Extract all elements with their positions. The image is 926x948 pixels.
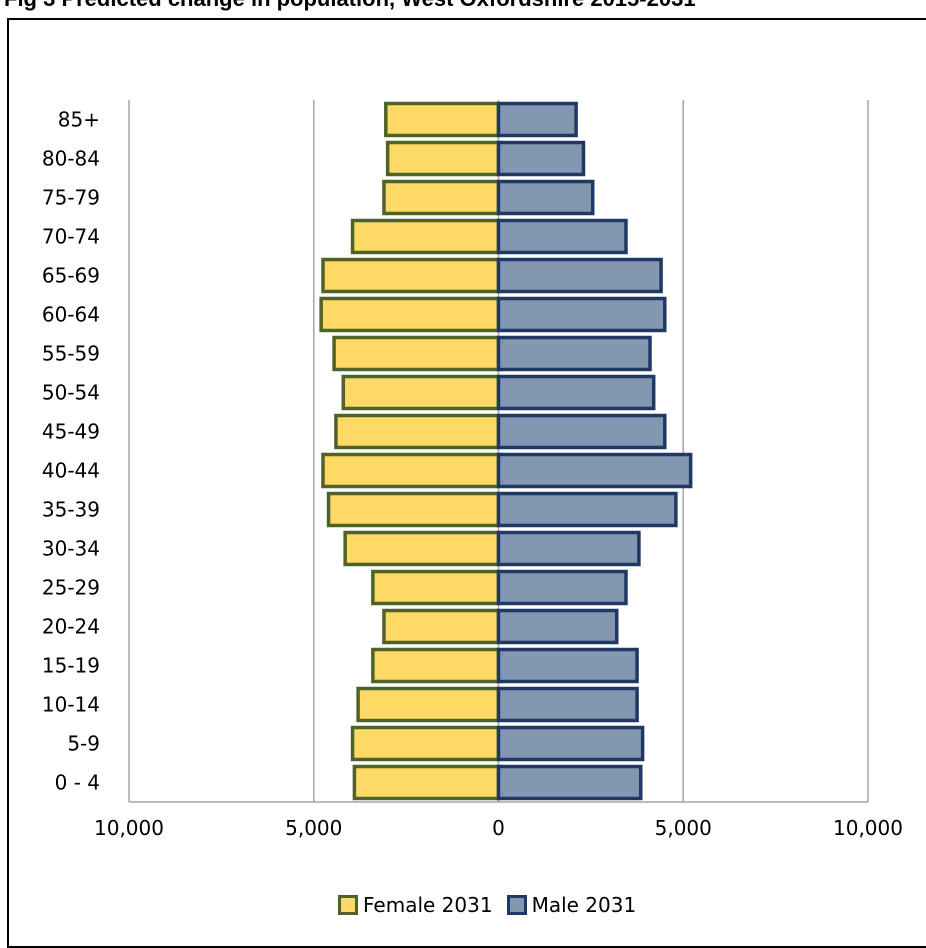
- x-tick-label-3: 5,000: [655, 816, 712, 840]
- y-tick-label-50-54: 50-54: [42, 381, 100, 405]
- bar-male-20-24: [496, 608, 619, 645]
- bar-male-80-84: [496, 140, 586, 177]
- y-tick-label-85+: 85+: [58, 108, 100, 132]
- legend-item-female: Female 2031: [338, 893, 493, 917]
- bar-male-45-49: [496, 413, 667, 450]
- y-tick-label-15-19: 15-19: [42, 654, 100, 678]
- x-tick-label-2: 0: [492, 816, 505, 840]
- legend-label-male: Male 2031: [531, 893, 637, 917]
- x-tick-label-4: 10,000: [833, 816, 903, 840]
- bar-female-30-34: [343, 530, 501, 567]
- bar-male-75-79: [496, 179, 595, 216]
- y-tick-label-35-39: 35-39: [42, 498, 100, 522]
- x-tick-label-1: 5,000: [285, 816, 342, 840]
- y-tick-label-10-14: 10-14: [42, 693, 100, 717]
- legend-label-female: Female 2031: [363, 893, 493, 917]
- bar-female-60-64: [319, 296, 501, 333]
- bar-female-85+: [384, 101, 501, 138]
- bar-female-0-4: [352, 764, 501, 801]
- y-tick-label-60-64: 60-64: [42, 303, 100, 327]
- bar-female-15-19: [371, 647, 501, 684]
- x-tick-label-0: 10,000: [94, 816, 164, 840]
- y-tick-label-5-9: 5-9: [67, 732, 100, 756]
- bar-male-35-39: [496, 491, 678, 528]
- bar-female-50-54: [341, 374, 501, 411]
- legend-swatch-male: [506, 895, 527, 915]
- bar-male-50-54: [496, 374, 656, 411]
- bar-male-0-4: [496, 764, 643, 801]
- bar-male-85+: [496, 101, 578, 138]
- bar-female-20-24: [382, 608, 501, 645]
- bar-male-65-69: [496, 257, 663, 294]
- bar-male-30-34: [496, 530, 641, 567]
- bar-female-70-74: [350, 218, 501, 255]
- y-tick-label-25-29: 25-29: [42, 576, 100, 600]
- y-tick-label-30-34: 30-34: [42, 537, 100, 561]
- bar-male-5-9: [496, 725, 645, 762]
- bar-female-35-39: [326, 491, 501, 528]
- bar-female-10-14: [356, 686, 501, 723]
- bar-male-15-19: [496, 647, 639, 684]
- chart-legend: Female 2031 Male 2031: [338, 893, 650, 917]
- y-tick-label-80-84: 80-84: [42, 147, 100, 171]
- bar-female-55-59: [332, 335, 501, 372]
- y-tick-label-70-74: 70-74: [42, 225, 100, 249]
- y-tick-label-0-4: 0 - 4: [55, 771, 100, 795]
- bar-male-60-64: [496, 296, 667, 333]
- bar-female-65-69: [321, 257, 501, 294]
- bar-male-10-14: [496, 686, 639, 723]
- bar-female-5-9: [350, 725, 501, 762]
- legend-swatch-female: [338, 895, 358, 915]
- y-tick-label-20-24: 20-24: [42, 615, 100, 639]
- y-tick-label-65-69: 65-69: [42, 264, 100, 288]
- bar-female-40-44: [321, 452, 501, 489]
- bar-female-45-49: [334, 413, 501, 450]
- legend-item-male: Male 2031: [506, 893, 637, 917]
- bar-female-80-84: [385, 140, 501, 177]
- y-tick-label-45-49: 45-49: [42, 420, 100, 444]
- y-tick-label-55-59: 55-59: [42, 342, 100, 366]
- bar-female-25-29: [371, 569, 501, 606]
- chart-title: Fig 3 Predicted change in population, We…: [4, 0, 696, 12]
- bar-female-75-79: [382, 179, 501, 216]
- y-tick-label-75-79: 75-79: [42, 186, 100, 210]
- y-tick-label-40-44: 40-44: [42, 459, 100, 483]
- bar-male-40-44: [496, 452, 693, 489]
- bar-male-55-59: [496, 335, 652, 372]
- bar-male-25-29: [496, 569, 628, 606]
- bar-male-70-74: [496, 218, 628, 255]
